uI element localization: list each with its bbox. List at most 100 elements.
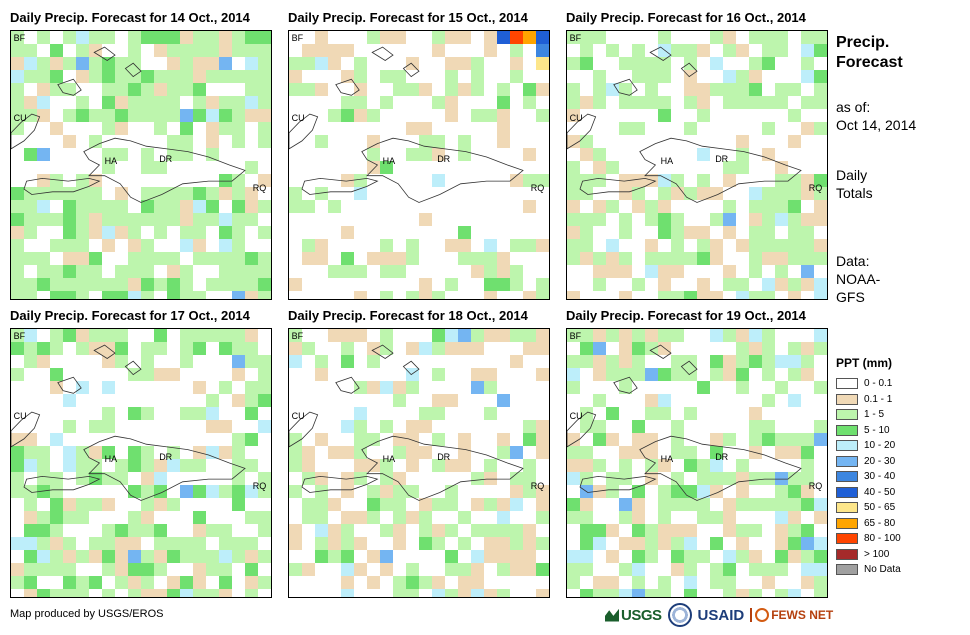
precip-cell bbox=[497, 252, 510, 265]
precip-cell bbox=[380, 329, 393, 342]
precip-cell bbox=[50, 485, 63, 498]
precip-cell bbox=[497, 31, 510, 44]
precip-map: BF CU HA DR RQ bbox=[10, 30, 272, 300]
precip-cell bbox=[697, 459, 710, 472]
precip-cell bbox=[141, 252, 154, 265]
place-label-dr: DR bbox=[159, 451, 173, 462]
precip-cell bbox=[380, 31, 393, 44]
precip-cell bbox=[749, 57, 762, 70]
precip-cell bbox=[567, 96, 580, 109]
precip-cell bbox=[341, 485, 354, 498]
precip-cell bbox=[684, 291, 697, 299]
precip-cell bbox=[219, 57, 232, 70]
precip-cell bbox=[523, 31, 536, 44]
precip-cell bbox=[445, 278, 458, 291]
precip-cell bbox=[302, 83, 315, 96]
precip-cell bbox=[523, 537, 536, 550]
precip-cell bbox=[580, 213, 593, 226]
precip-cell bbox=[180, 589, 193, 597]
precip-cell bbox=[510, 57, 523, 70]
precip-cell bbox=[788, 394, 801, 407]
legend-item: No Data bbox=[836, 562, 901, 578]
precip-cell bbox=[11, 459, 24, 472]
precip-cell bbox=[232, 446, 245, 459]
precip-cell bbox=[128, 265, 141, 278]
precip-cell bbox=[645, 265, 658, 278]
precip-cell bbox=[775, 485, 788, 498]
precip-cell bbox=[89, 537, 102, 550]
precip-cell bbox=[154, 278, 167, 291]
precip-cell bbox=[523, 329, 536, 342]
precip-cell bbox=[380, 381, 393, 394]
precip-cell bbox=[775, 511, 788, 524]
precip-cell bbox=[141, 291, 154, 299]
precip-cell bbox=[593, 485, 606, 498]
precip-cell bbox=[697, 498, 710, 511]
precip-cell bbox=[432, 44, 445, 57]
precip-cell bbox=[723, 511, 736, 524]
precip-cell bbox=[354, 109, 367, 122]
precip-cell bbox=[193, 342, 206, 355]
precip-cell bbox=[128, 576, 141, 589]
precip-cell bbox=[523, 563, 536, 576]
precip-cell bbox=[341, 420, 354, 433]
legend-item: 1 - 5 bbox=[836, 407, 901, 423]
precip-cell bbox=[801, 187, 814, 200]
place-label-dr: DR bbox=[437, 451, 451, 462]
precip-cell bbox=[167, 83, 180, 96]
precip-cell bbox=[76, 96, 89, 109]
precip-cell bbox=[645, 239, 658, 252]
precip-cell bbox=[128, 511, 141, 524]
precip-cell bbox=[102, 563, 115, 576]
precip-cell bbox=[567, 252, 580, 265]
precip-cell bbox=[76, 265, 89, 278]
precip-cell bbox=[11, 70, 24, 83]
precip-cell bbox=[289, 329, 302, 342]
precip-cell bbox=[219, 70, 232, 83]
precip-cell bbox=[484, 537, 497, 550]
precip-cell bbox=[89, 135, 102, 148]
precip-cell bbox=[50, 511, 63, 524]
precip-cell bbox=[167, 537, 180, 550]
precip-cell bbox=[723, 433, 736, 446]
precip-cell bbox=[814, 589, 827, 597]
precip-cell bbox=[50, 83, 63, 96]
precip-cell bbox=[154, 96, 167, 109]
precip-cell bbox=[419, 446, 432, 459]
precip-cell bbox=[645, 446, 658, 459]
precip-cell bbox=[749, 550, 762, 563]
legend-label: 30 - 40 bbox=[864, 471, 896, 483]
precip-cell bbox=[167, 291, 180, 299]
precip-cell bbox=[684, 407, 697, 420]
precip-cell bbox=[432, 498, 445, 511]
precip-cell bbox=[645, 407, 658, 420]
precip-cell bbox=[658, 394, 671, 407]
precip-cell bbox=[536, 329, 549, 342]
precip-cell bbox=[380, 459, 393, 472]
precip-cell bbox=[206, 122, 219, 135]
precip-cell bbox=[245, 96, 258, 109]
dos-seal-icon bbox=[667, 603, 692, 627]
precip-cell bbox=[11, 83, 24, 96]
precip-cell bbox=[193, 31, 206, 44]
precip-cell bbox=[128, 213, 141, 226]
legend-label: 40 - 50 bbox=[864, 486, 896, 498]
precip-cell bbox=[762, 368, 775, 381]
precip-cell bbox=[593, 31, 606, 44]
precip-cell bbox=[510, 563, 523, 576]
precip-cell bbox=[710, 433, 723, 446]
precip-cell bbox=[445, 459, 458, 472]
precip-cell bbox=[219, 44, 232, 57]
precip-cell bbox=[567, 563, 580, 576]
precip-cell bbox=[762, 291, 775, 299]
precip-cell bbox=[658, 57, 671, 70]
precip-cell bbox=[445, 70, 458, 83]
precip-cell bbox=[245, 394, 258, 407]
precip-cell bbox=[37, 57, 50, 70]
precip-cell bbox=[154, 368, 167, 381]
precip-cell bbox=[154, 563, 167, 576]
precip-cell bbox=[814, 342, 827, 355]
precip-cell bbox=[380, 252, 393, 265]
precip-cell bbox=[619, 252, 632, 265]
precip-cell bbox=[206, 394, 219, 407]
